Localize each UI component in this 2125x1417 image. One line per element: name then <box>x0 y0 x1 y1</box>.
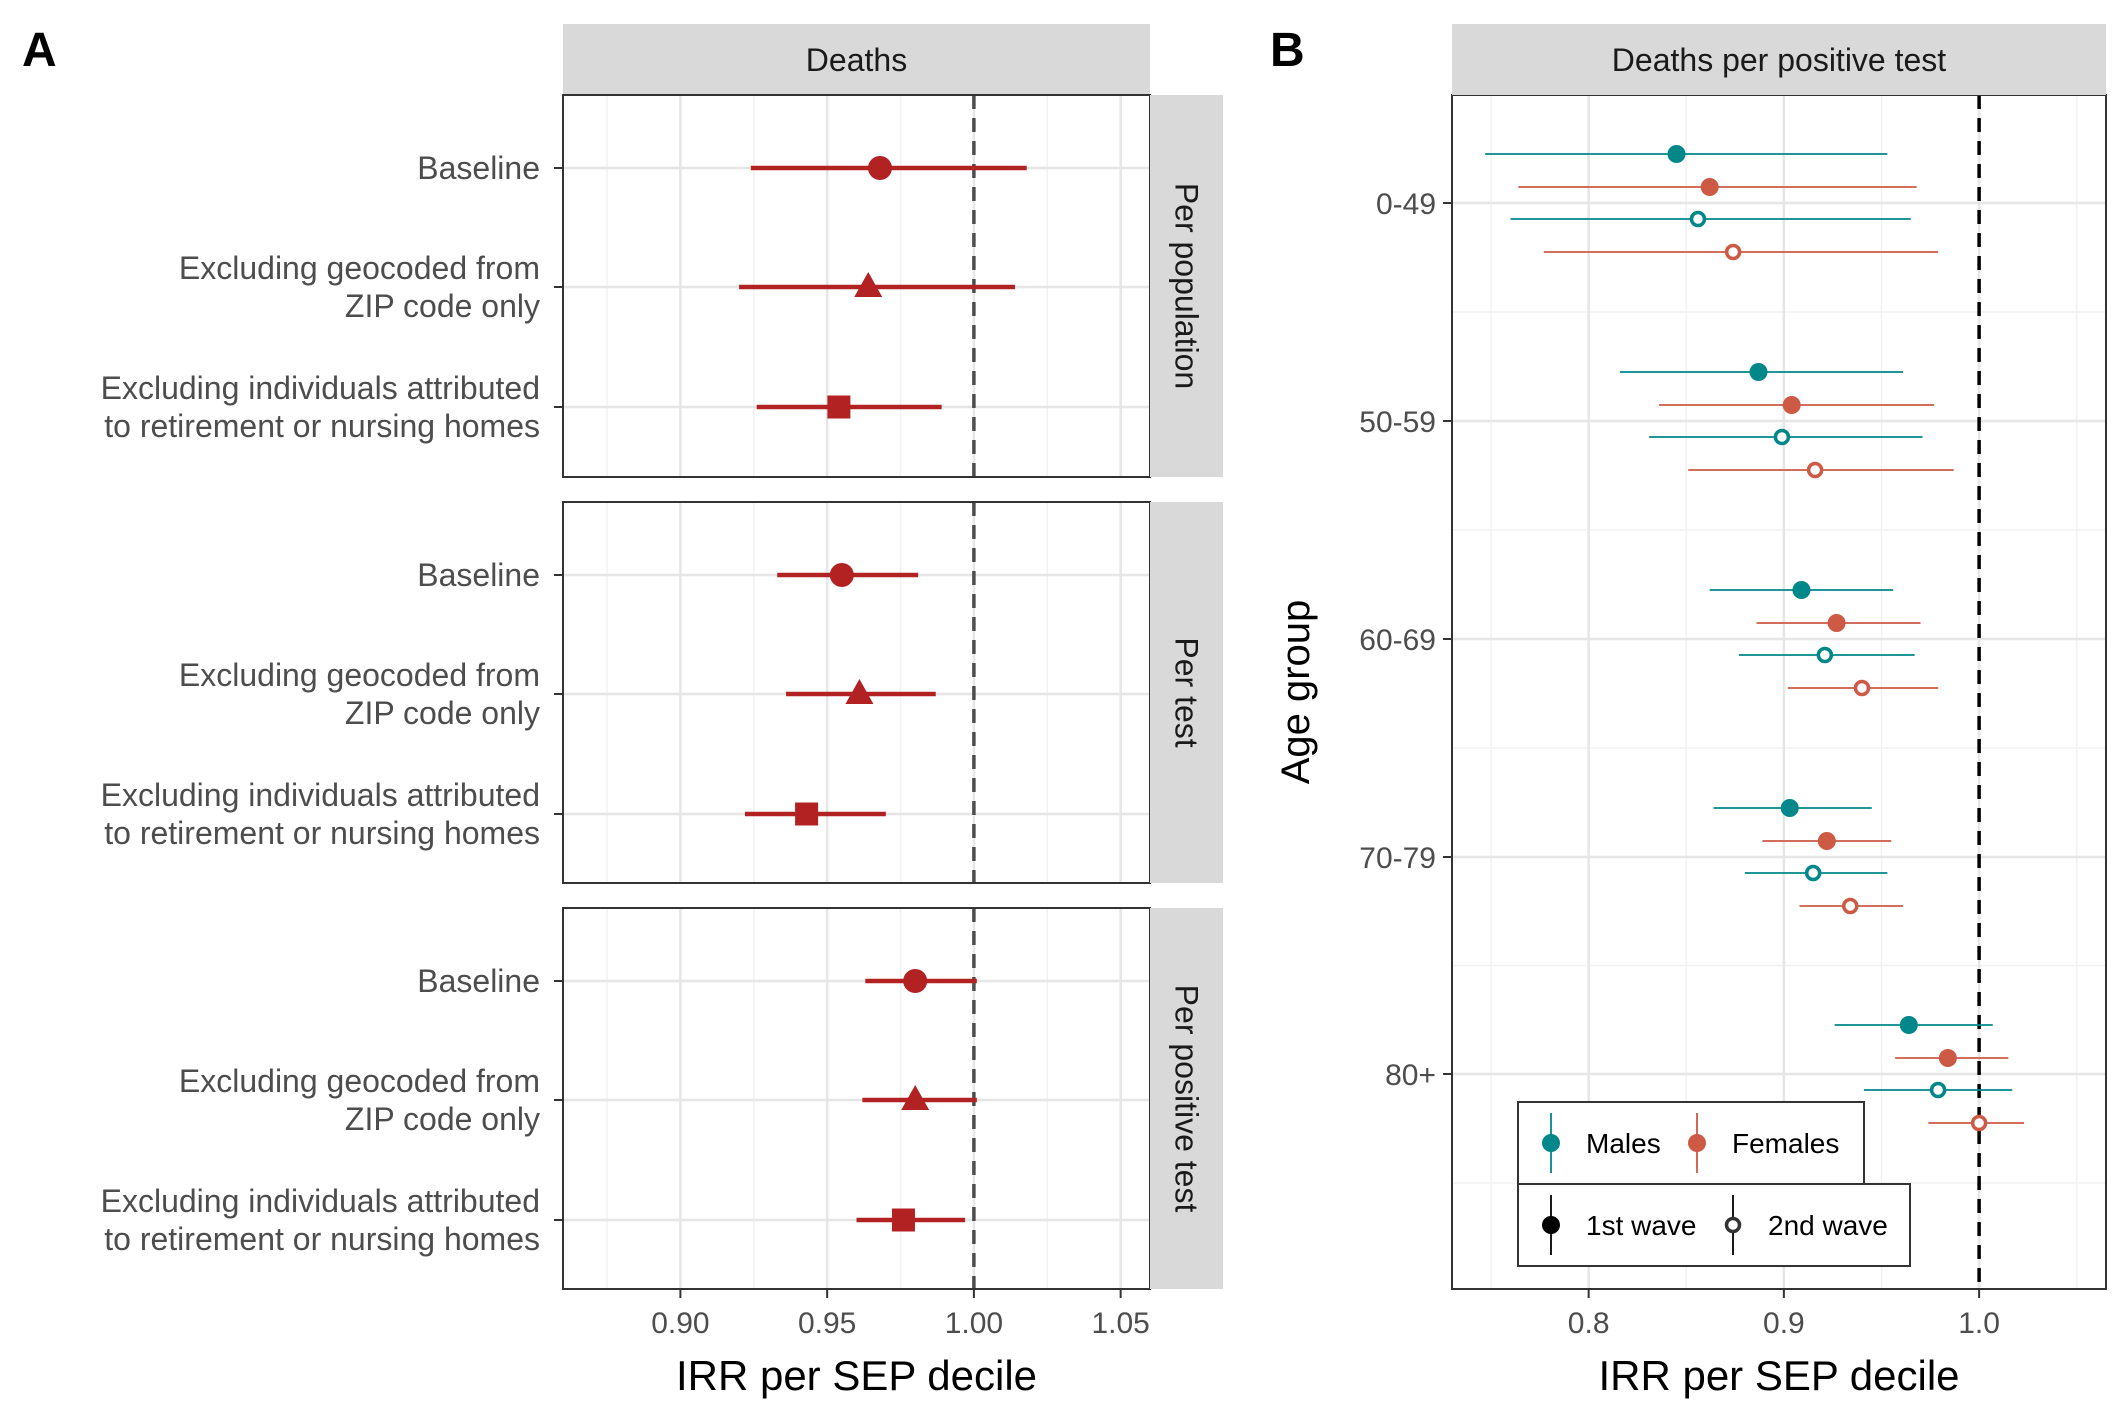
estimate-point <box>1773 428 1791 446</box>
estimate-point <box>1792 581 1811 599</box>
x-tick-label-a: 1.05 <box>1091 1307 1149 1340</box>
y-tick-label-b: 60-69 <box>1359 624 1436 657</box>
strip-right <box>1150 95 1223 477</box>
strip-top-b-label: Deaths per positive test <box>1612 42 1947 78</box>
x-axis-title-a: IRR per SEP decile <box>676 1352 1037 1399</box>
legend-label: Females <box>1732 1128 1839 1159</box>
y-tick-label: Excluding geocoded from <box>179 1063 540 1099</box>
y-tick-label: Excluding geocoded from <box>179 250 540 286</box>
estimate-point <box>1816 646 1834 664</box>
estimate-point <box>1938 1049 1957 1067</box>
estimate-point <box>1749 363 1768 381</box>
estimate-point <box>829 563 854 587</box>
legend-label: 1st wave <box>1586 1210 1697 1241</box>
x-tick-label-b: 0.9 <box>1763 1307 1805 1340</box>
legend-label: Males <box>1586 1128 1661 1159</box>
y-tick-label-b: 0-49 <box>1376 188 1436 221</box>
x-tick-label-a: 0.90 <box>651 1307 709 1340</box>
y-tick-label: Excluding individuals attributed <box>101 370 540 406</box>
estimate-point <box>867 156 892 180</box>
estimate-point <box>1804 864 1822 882</box>
y-tick-label: to retirement or nursing homes <box>104 1221 540 1257</box>
panel-label-a: A <box>22 24 57 77</box>
x-tick-label-b: 1.0 <box>1958 1307 2000 1340</box>
panel-b-plot <box>1451 94 2107 1290</box>
estimate-point <box>1827 614 1846 632</box>
estimate-point <box>1806 461 1824 479</box>
estimate-point <box>1929 1081 1947 1099</box>
y-tick-label: Excluding individuals attributed <box>101 1183 540 1219</box>
legend-key-point <box>1542 1134 1560 1152</box>
y-tick-label: to retirement or nursing homes <box>104 408 540 444</box>
legend-key-point <box>1724 1216 1742 1234</box>
estimate-point <box>854 272 883 297</box>
y-tick-label: Excluding individuals attributed <box>101 777 540 813</box>
y-tick-label-b: 80+ <box>1385 1059 1436 1092</box>
estimate-point <box>845 679 874 704</box>
estimate-point <box>1853 679 1871 697</box>
strip-top-b <box>1452 24 2106 95</box>
y-tick-label: to retirement or nursing homes <box>104 815 540 851</box>
estimate-point <box>1780 799 1799 817</box>
y-tick-label-b: 50-59 <box>1359 406 1436 439</box>
y-tick-label: Baseline <box>417 557 540 593</box>
x-tick-label-a: 0.95 <box>798 1307 856 1340</box>
estimate-point <box>1842 897 1859 915</box>
estimate-point <box>795 802 819 826</box>
strip-right-label: Per positive test <box>1169 985 1205 1213</box>
x-axis-title-b: IRR per SEP decile <box>1598 1352 1959 1399</box>
legend-box-wave <box>1517 1183 1911 1267</box>
estimate-point <box>903 969 928 993</box>
legend-key-point <box>1688 1134 1706 1152</box>
strip-top-a-label: Deaths <box>806 42 907 78</box>
estimate-point <box>1970 1114 1988 1132</box>
estimate-point <box>891 1208 915 1232</box>
strip-right <box>1150 502 1223 883</box>
estimate-point <box>1689 210 1707 228</box>
facet-background <box>563 908 1150 1289</box>
estimate-point <box>1724 243 1742 261</box>
legend-label: 2nd wave <box>1768 1210 1888 1241</box>
panel-label-b: B <box>1270 24 1305 77</box>
y-tick-label-b: 70-79 <box>1359 842 1436 875</box>
y-tick-label: ZIP code only <box>345 695 540 731</box>
y-axis-title-b: Age group <box>1274 600 1318 785</box>
estimate-point <box>827 395 851 419</box>
legend: Males Females 1st wave 2nd wave <box>1517 1101 1911 1267</box>
estimate-point <box>1700 178 1719 196</box>
strip-right-label: Per population <box>1169 183 1205 389</box>
y-tick-label: Excluding geocoded from <box>179 657 540 693</box>
y-tick-label: ZIP code only <box>345 1101 540 1137</box>
estimate-point <box>1899 1016 1918 1034</box>
strip-top-a <box>563 24 1150 95</box>
estimate-point <box>1782 396 1801 414</box>
y-tick-label: Baseline <box>417 963 540 999</box>
x-tick-label-a: 1.00 <box>945 1307 1003 1340</box>
y-tick-label: Baseline <box>417 150 540 186</box>
strip-right-label: Per test <box>1169 637 1205 747</box>
estimate-point <box>1667 145 1686 163</box>
strip-right <box>1150 908 1223 1289</box>
legend-key-point <box>1542 1216 1560 1234</box>
estimate-point <box>901 1085 930 1110</box>
estimate-point <box>1817 832 1836 850</box>
y-tick-label: ZIP code only <box>345 288 540 324</box>
x-tick-label-b: 0.8 <box>1568 1307 1610 1340</box>
